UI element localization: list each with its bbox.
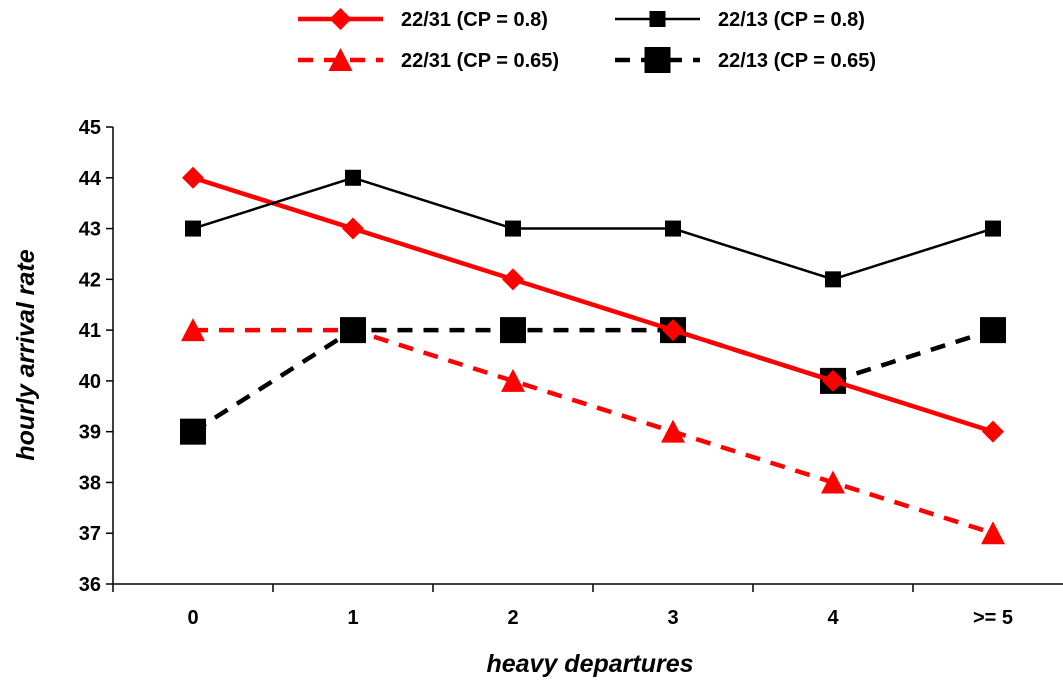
- series-line: [192, 176, 994, 281]
- data-point: [185, 220, 201, 237]
- series: [185, 169, 1001, 288]
- x-tick-label: 1: [347, 607, 358, 629]
- x-tick-label: 2: [507, 607, 518, 629]
- x-axis-title: heavy departures: [486, 650, 693, 678]
- y-tick-label: 37: [79, 523, 101, 545]
- legend-marker: [328, 48, 353, 71]
- axes: 36 37 38 39 40 41 42 43 44 45 0 1 2 3 4 >= 5: [79, 117, 1063, 629]
- data-point: [340, 317, 366, 344]
- data-point: [981, 521, 1005, 545]
- data-point: [182, 166, 204, 189]
- legend-item: 22/31 (CP = 0.8): [298, 8, 548, 31]
- y-tick-label: 45: [79, 117, 101, 139]
- data-point: [180, 418, 206, 445]
- y-tick-label: 44: [79, 168, 102, 190]
- y-tick-label: 39: [79, 422, 101, 444]
- series-layer: [180, 166, 1006, 545]
- y-axis-title: hourly arrival rate: [12, 249, 40, 460]
- legend-label: 22/31 (CP = 0.8): [401, 9, 548, 31]
- data-point: [181, 318, 205, 342]
- x-tick-label: 3: [667, 607, 678, 629]
- data-point: [661, 419, 685, 443]
- legend-item: 22/13 (CP = 0.65): [615, 47, 876, 73]
- data-point: [662, 319, 684, 342]
- series-line: [192, 175, 994, 434]
- data-point: [500, 317, 526, 344]
- data-point: [822, 369, 844, 392]
- legend-label: 22/13 (CP = 0.8): [718, 9, 865, 31]
- data-point: [825, 271, 841, 288]
- data-point: [985, 220, 1001, 237]
- legend-label: 22/31 (CP = 0.65): [401, 50, 559, 72]
- data-point: [821, 470, 845, 494]
- x-tick-label: 4: [827, 607, 839, 629]
- data-point: [345, 169, 361, 186]
- y-tick-label: 36: [79, 574, 101, 596]
- series-line: [193, 327, 994, 536]
- data-point: [501, 368, 525, 392]
- data-point: [502, 268, 524, 291]
- y-tick-label: 40: [79, 371, 101, 393]
- data-point: [982, 420, 1004, 443]
- y-tick-label: 43: [79, 219, 101, 241]
- legend-label: 22/13 (CP = 0.65): [718, 50, 876, 72]
- y-tick-label: 42: [79, 269, 101, 291]
- series: [181, 318, 1005, 545]
- legend-item: 22/13 (CP = 0.8): [615, 9, 865, 31]
- series-line: [191, 327, 994, 434]
- legend-item: 22/31 (CP = 0.65): [298, 48, 559, 72]
- data-point: [505, 220, 521, 237]
- x-tick-label: 0: [187, 607, 198, 629]
- series: [180, 317, 1006, 445]
- series: [182, 166, 1004, 443]
- legend-marker: [649, 11, 666, 27]
- data-point: [980, 317, 1006, 344]
- y-tick-label: 41: [79, 320, 101, 342]
- legend-marker: [644, 47, 671, 73]
- y-tick-label: 38: [79, 472, 101, 494]
- legend: 22/31 (CP = 0.8) 22/13 (CP = 0.8) 22/31 (C…: [298, 8, 876, 73]
- data-point: [665, 220, 681, 237]
- legend-marker: [329, 8, 352, 30]
- x-tick-label: >= 5: [973, 607, 1013, 629]
- data-point: [342, 217, 364, 240]
